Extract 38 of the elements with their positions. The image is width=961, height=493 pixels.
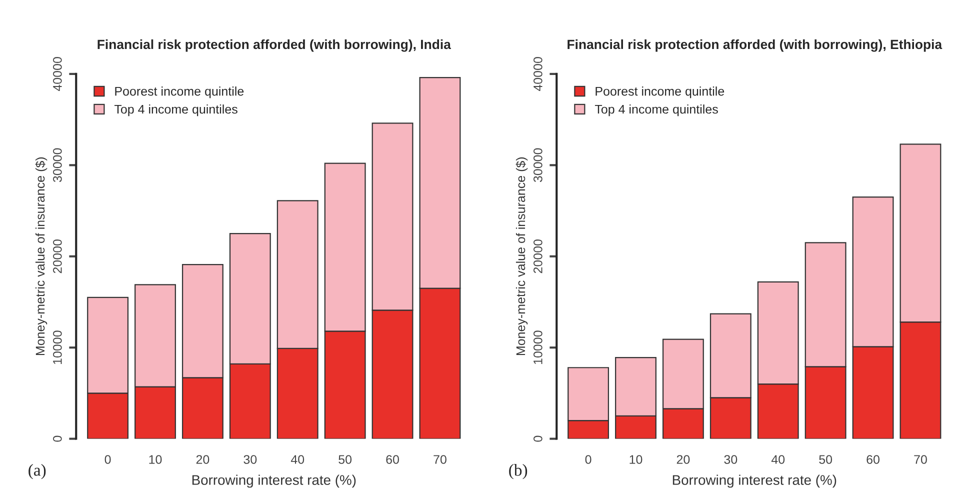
text: (b)	[509, 464, 528, 480]
y-tick-label: 40000	[534, 57, 542, 92]
y-axis-title: Money-metric value of insurance ($)	[35, 157, 48, 356]
y-tick-label: 30000	[53, 148, 62, 182]
x-tick-label: 20	[196, 455, 210, 464]
x-tick-label: 0	[585, 455, 592, 464]
y-axis-title: Money-metric value of insurance ($)	[516, 157, 528, 356]
x-tick-label: 0	[104, 455, 111, 464]
y-tick-label: 10000	[53, 330, 62, 364]
legend-label: Top 4 income quintiles	[594, 104, 718, 116]
x-tick-label: 50	[819, 455, 832, 464]
x-tick-label: 10	[149, 455, 162, 464]
x-tick-label: 30	[244, 455, 257, 464]
x-tick-label: 60	[866, 455, 880, 464]
x-tick-label: 20	[676, 455, 690, 464]
x-tick-label: 60	[386, 455, 399, 464]
y-tick-label: 30000	[534, 148, 542, 182]
legend-label: Top 4 income quintiles	[114, 104, 238, 116]
y-tick-label: 0	[53, 436, 62, 442]
legend-label: Poorest income quintile	[596, 86, 724, 98]
y-tick-label: 40000	[53, 57, 62, 92]
chart-title: Financial risk protection afforded (with borrowing), Ethiopia	[568, 39, 942, 52]
x-axis-title: Borrowing interest rate (%)	[672, 474, 836, 488]
x-tick-label: 30	[724, 455, 738, 464]
x-tick-label: 40	[290, 455, 304, 464]
x-tick-label: 40	[771, 455, 785, 464]
x-tick-label: 70	[914, 455, 927, 464]
text: (a)	[28, 464, 46, 480]
x-axis-title: Borrowing interest rate (%)	[192, 474, 356, 488]
chart-title: Financial risk protection afforded (with borrowing), India	[98, 39, 452, 52]
legend-label: Poorest income quintile	[115, 86, 244, 98]
y-tick-label: 20000	[534, 239, 542, 274]
y-tick-label: 0	[534, 436, 542, 442]
x-tick-label: 50	[338, 455, 352, 464]
y-tick-label: 10000	[534, 330, 542, 364]
x-tick-label: 70	[434, 455, 446, 464]
x-tick-label: 10	[630, 455, 642, 464]
y-tick-label: 20000	[53, 239, 62, 274]
